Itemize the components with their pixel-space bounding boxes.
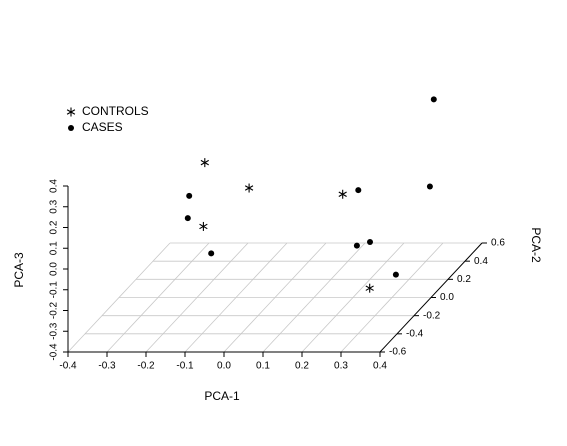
x-tick-label: -0.1 xyxy=(176,361,194,372)
point-stroke xyxy=(365,285,374,291)
z-tick-label: -0.2 xyxy=(49,301,60,319)
y-tick-label: 0.2 xyxy=(457,274,471,285)
point xyxy=(338,189,347,199)
point xyxy=(430,96,437,103)
z-tick-label: 0.0 xyxy=(49,262,60,276)
point-stroke xyxy=(244,185,254,191)
x-tick-label: 0.4 xyxy=(373,361,387,372)
point xyxy=(355,187,362,194)
point xyxy=(365,283,374,293)
x-tick-label: -0.4 xyxy=(59,361,77,372)
legend-label: CONTROLS xyxy=(82,104,149,118)
y-tick-label: -0.6 xyxy=(389,347,407,358)
point xyxy=(200,158,209,168)
point xyxy=(426,183,433,190)
z-tick-label: -0.4 xyxy=(49,343,60,361)
legend-label: CASES xyxy=(82,120,123,134)
point xyxy=(208,250,215,257)
y-axis-label: PCA-2 xyxy=(529,227,543,263)
y-tick-label: 0.0 xyxy=(440,292,454,303)
point-stroke xyxy=(66,109,76,115)
point xyxy=(244,183,254,193)
point-stroke xyxy=(199,223,208,230)
point xyxy=(66,107,76,117)
y-tick-label: -0.4 xyxy=(406,328,424,339)
point-stroke xyxy=(338,191,347,197)
x-tick-label: 0.1 xyxy=(256,361,270,372)
z-tick-label: 0.1 xyxy=(49,241,60,255)
z-axis-label: PCA-3 xyxy=(12,252,26,288)
point xyxy=(186,192,193,199)
z-tick-label: -0.1 xyxy=(49,281,60,299)
z-tick-label: 0.2 xyxy=(49,220,60,234)
z-tick-label: 0.3 xyxy=(49,199,60,213)
point xyxy=(199,221,208,231)
point xyxy=(68,125,74,131)
x-tick-label: 0.0 xyxy=(217,361,231,372)
y-tick-label: 0.4 xyxy=(474,256,488,267)
x-tick-label: 0.2 xyxy=(295,361,309,372)
point xyxy=(184,215,191,222)
point-stroke xyxy=(200,159,209,166)
x-tick-label: -0.3 xyxy=(98,361,116,372)
x-tick-label: -0.2 xyxy=(137,361,155,372)
x-axis-label: PCA-1 xyxy=(204,389,240,403)
x-tick-label: 0.3 xyxy=(334,361,348,372)
y-tick-label: -0.2 xyxy=(423,310,441,321)
point xyxy=(392,271,399,278)
point xyxy=(367,238,373,245)
z-tick-label: -0.3 xyxy=(49,322,60,340)
z-tick-label: 0.4 xyxy=(49,179,60,193)
y-tick-label: 0.6 xyxy=(491,238,505,249)
point xyxy=(353,242,360,249)
